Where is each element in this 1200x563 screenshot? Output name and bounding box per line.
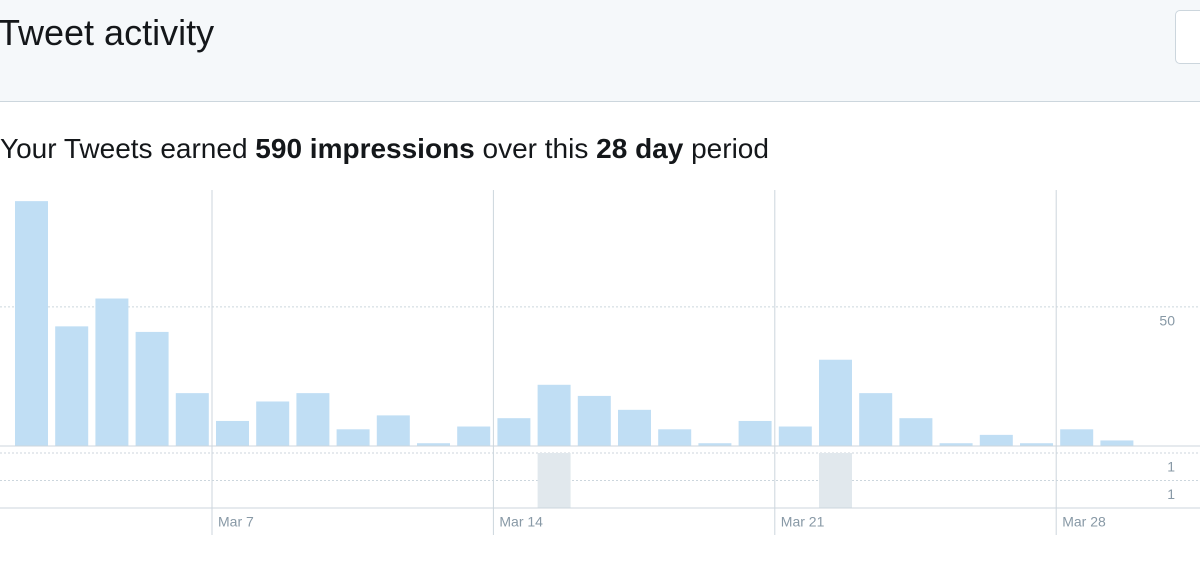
bar <box>979 434 1013 446</box>
summary-text: Your Tweets earned <box>0 133 248 164</box>
bar <box>537 453 571 508</box>
bar <box>577 395 611 446</box>
summary-period: 28 day <box>596 133 684 164</box>
bar <box>256 401 290 446</box>
summary-text: period <box>691 133 769 164</box>
bar <box>296 393 330 446</box>
bar <box>738 420 772 446</box>
bar <box>175 393 209 446</box>
bar <box>497 418 531 446</box>
bar <box>457 426 491 446</box>
page-title: Tweet activity <box>0 12 215 53</box>
bar <box>95 298 129 446</box>
bar <box>336 429 370 446</box>
bar <box>859 393 893 446</box>
summary-text: over this <box>482 133 589 164</box>
bar <box>618 409 651 446</box>
bar <box>1060 429 1094 446</box>
bar <box>1020 443 1053 446</box>
summary: Your Tweets earned 590 impressions over … <box>0 133 769 165</box>
y-tick-label: 50 <box>1159 313 1175 329</box>
bar <box>537 384 571 446</box>
bar <box>698 443 732 446</box>
bar <box>417 443 450 446</box>
bar <box>778 426 812 446</box>
summary-impressions: 590 impressions <box>255 133 475 164</box>
date-range-button[interactable] <box>1175 10 1200 64</box>
x-tick-label: Mar 28 <box>1062 514 1106 530</box>
bar <box>135 331 169 446</box>
bar <box>939 443 973 446</box>
bar <box>55 326 89 446</box>
x-tick-label: Mar 21 <box>781 514 825 530</box>
x-tick-label: Mar 14 <box>499 514 543 530</box>
bar <box>216 420 249 446</box>
header: Tweet activity <box>0 0 1200 102</box>
y-tick-label: 1 <box>1167 459 1175 475</box>
bar <box>15 201 48 446</box>
bar <box>819 453 852 508</box>
x-tick-label: Mar 7 <box>218 514 254 530</box>
bar <box>376 415 410 446</box>
bar <box>899 418 933 446</box>
y-tick-label: 1 <box>1167 486 1175 502</box>
bar <box>819 359 852 446</box>
bar <box>658 429 692 446</box>
bar <box>1100 440 1134 446</box>
